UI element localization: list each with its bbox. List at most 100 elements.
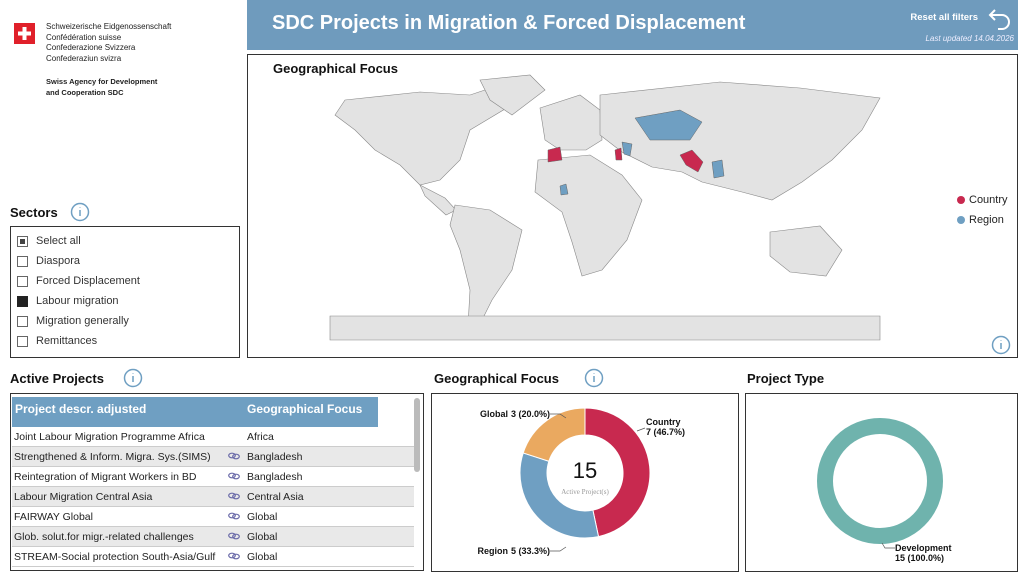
focus-name: Africa — [247, 431, 274, 443]
checkbox[interactable] — [17, 235, 28, 247]
sector-label: Labour migration — [36, 295, 119, 307]
table-header — [12, 397, 378, 427]
table-row[interactable]: STREAM-Social protection South-Asia/Gulf… — [12, 547, 414, 567]
leader — [550, 546, 567, 552]
info-icon[interactable] — [123, 368, 143, 388]
sector-label: Forced Displacement — [36, 275, 140, 287]
legend-label: Country — [969, 194, 1008, 206]
table-row[interactable]: Glob. solut.for migr.-related challenges… — [12, 527, 414, 547]
legend-item: Region — [957, 210, 1008, 230]
country-morocco — [547, 146, 563, 163]
donut-label: Global 3 (20.0%) — [480, 409, 550, 419]
sector-option[interactable]: Labour migration — [17, 291, 140, 311]
region-africa — [559, 183, 569, 196]
focus-name: Global — [247, 551, 278, 563]
table-row[interactable]: FAIRWAY Global Global — [12, 507, 414, 527]
focus-name: Bangladesh — [247, 471, 303, 483]
checkbox[interactable] — [17, 255, 28, 267]
map-legend: Country Region — [957, 190, 1008, 230]
checkbox-partial — [20, 238, 25, 244]
center-label: Active Project(s) — [561, 488, 609, 496]
region-mekong — [711, 159, 725, 179]
segment-name: Global — [479, 409, 508, 419]
land — [334, 84, 521, 186]
leader — [550, 413, 567, 419]
sector-option[interactable]: Forced Displacement — [17, 271, 140, 291]
link-loop — [228, 512, 236, 519]
projects-title: Active Projects — [10, 371, 104, 386]
table-row[interactable]: Reintegration of Migrant Workers in BD Ba… — [12, 467, 414, 487]
link-loop — [232, 553, 240, 560]
legend-label: Region — [969, 214, 1004, 226]
sector-option[interactable]: Select all — [17, 231, 140, 251]
logo-line: Confederazione Svizzera — [46, 43, 136, 52]
agency-line: Swiss Agency for Development — [46, 77, 158, 86]
checkbox[interactable] — [17, 315, 28, 327]
table-row[interactable]: Strengthened & Inform. Migra. Sys.(SIMS)… — [12, 447, 414, 467]
region-middle-east — [621, 141, 633, 157]
scrollbar[interactable] — [414, 398, 420, 472]
donut-segment — [522, 407, 586, 462]
page-title: SDC Projects in Migration & Forced Displ… — [272, 12, 746, 34]
sectors-box — [10, 226, 240, 358]
link-loop — [232, 493, 240, 500]
donut-ring — [817, 418, 943, 544]
logo-line: Confederaziun svizra — [46, 53, 122, 63]
table-row[interactable]: Joint Labour Migration Programme Africa A… — [12, 427, 414, 447]
link-icon[interactable] — [228, 532, 240, 540]
sector-label: Migration generally — [36, 315, 129, 327]
last-updated: Last updated 14.04.2026 — [925, 34, 1014, 43]
link-icon[interactable] — [228, 492, 240, 500]
sector-option[interactable]: Migration generally — [17, 311, 140, 331]
link-loop — [228, 472, 236, 479]
land — [329, 315, 881, 341]
map-title: Geographical Focus — [273, 61, 398, 76]
segment-value: 5 (33.3%) — [510, 546, 550, 556]
sector-list: Select all Diaspora Forced Displacement Lab… — [17, 231, 140, 351]
donut-label: Country 7 (46.7%) — [646, 417, 685, 437]
link-icon[interactable] — [228, 552, 240, 560]
reset-filters[interactable]: Reset all filters — [910, 12, 978, 23]
segment-value: 7 (46.7%) — [646, 427, 686, 437]
column-header[interactable]: Project descr. adjusted — [15, 402, 147, 416]
agency-text: Swiss Agency for Development and Coopera… — [46, 77, 157, 98]
leader-lines — [550, 413, 895, 552]
project-name: Glob. solut.for migr.-related challenges — [14, 531, 194, 543]
reset-icon[interactable] — [988, 9, 1010, 30]
leader — [881, 542, 895, 549]
info-icon[interactable] — [70, 202, 90, 222]
sector-option[interactable]: Diaspora — [17, 251, 140, 271]
project-name: STREAM-Social protection South-Asia/Gulf — [14, 551, 216, 563]
segment-name: Country — [646, 417, 681, 427]
focus-name: Global — [247, 511, 278, 523]
table-body: Joint Labour Migration Programme Africa A… — [11, 427, 415, 570]
link-loop — [232, 533, 240, 540]
project-name: Reintegration of Migrant Workers in BD — [14, 471, 197, 483]
column-header[interactable]: Geographical Focus — [247, 402, 363, 416]
info-glyph — [79, 207, 1002, 374]
donut-segment — [584, 407, 651, 538]
link-loop — [228, 552, 236, 559]
checkbox[interactable] — [17, 295, 28, 307]
info-icon[interactable] — [584, 368, 604, 388]
table-row[interactable]: Labour Migration Central Asia Central Asi… — [12, 487, 414, 507]
checkbox[interactable] — [17, 275, 28, 287]
legend-swatch — [957, 196, 965, 204]
checkbox[interactable] — [17, 335, 28, 347]
donut-label: Region 5 (33.3%) — [477, 546, 550, 556]
sector-label: Remittances — [36, 335, 98, 347]
geo-donut-title: Geographical Focus — [434, 371, 559, 386]
country-south-asia — [679, 149, 704, 173]
link-icon[interactable] — [228, 452, 240, 460]
info-icons[interactable] — [70, 202, 1011, 388]
link-icon[interactable] — [228, 472, 240, 480]
link-loop — [232, 513, 240, 520]
sector-option[interactable]: Remittances — [17, 331, 140, 351]
sector-label: Select all — [36, 235, 81, 247]
link-icon[interactable] — [228, 512, 240, 520]
info-icon[interactable] — [991, 335, 1011, 355]
logo-line: Schweizerische Eidgenossenschaft — [46, 22, 172, 31]
segment-value: 3 (20.0%) — [510, 409, 550, 419]
geo-donut-box — [431, 393, 739, 572]
